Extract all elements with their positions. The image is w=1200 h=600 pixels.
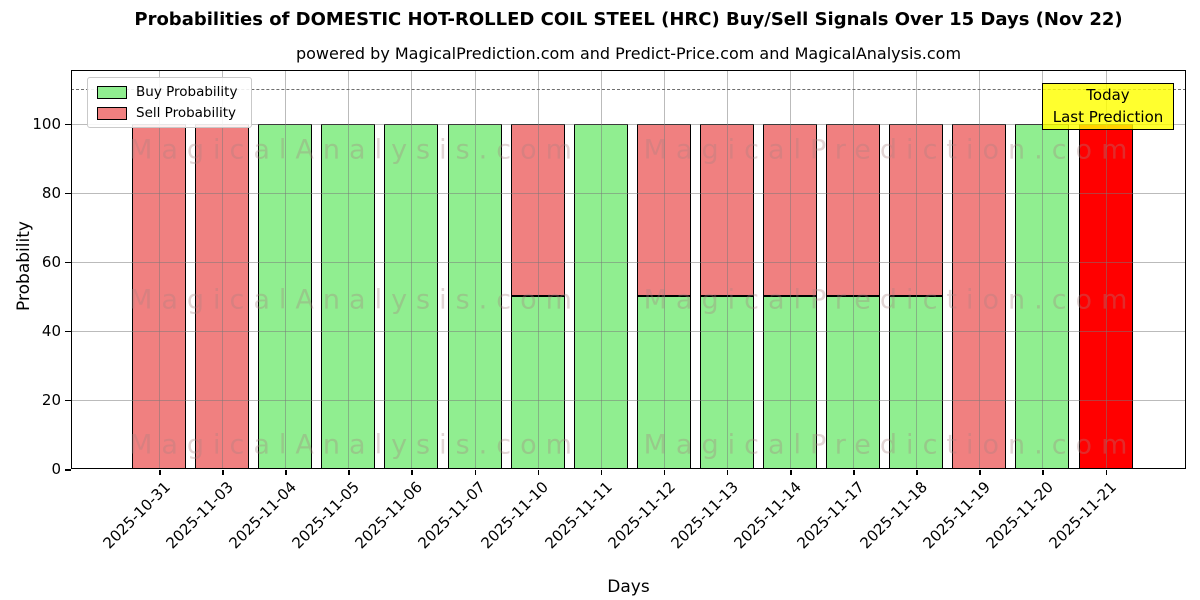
- horizontal-gridline: [71, 123, 1186, 125]
- x-tick-label: 2025-11-04: [225, 478, 300, 553]
- legend-item: Buy Probability: [97, 84, 237, 100]
- x-tick-mark: [600, 470, 603, 475]
- y-axis-label: Probability: [14, 221, 34, 311]
- today-annotation-line2: Last Prediction: [1052, 107, 1164, 126]
- x-tick-label: 2025-11-07: [414, 478, 490, 553]
- x-tick-mark: [979, 470, 981, 475]
- y-tick-mark: [65, 399, 71, 402]
- x-tick-label: 2025-11-06: [351, 478, 427, 553]
- watermark-text: MagicalAnalysis.com: [129, 284, 581, 316]
- vertical-gridline: [285, 70, 287, 469]
- y-tick-mark: [65, 261, 71, 264]
- x-tick-mark: [663, 470, 666, 475]
- y-tick-label: 20: [41, 390, 61, 409]
- plot-area: MagicalAnalysis.com MagicalPrediction.com…: [71, 70, 1186, 469]
- y-tick-label: 0: [51, 460, 61, 478]
- vertical-gridline: [979, 70, 981, 469]
- chart-subtitle: powered by MagicalPrediction.com and Pre…: [295, 44, 962, 63]
- watermark-text: MagicalPrediction.com: [643, 134, 1137, 166]
- x-tick-mark: [222, 470, 224, 475]
- x-tick-mark: [853, 470, 855, 475]
- y-tick-mark: [65, 330, 71, 333]
- watermark-text: MagicalAnalysis.com: [129, 429, 581, 461]
- x-tick-label: 2025-11-10: [477, 478, 553, 553]
- y-tick-mark: [65, 123, 71, 126]
- watermark-text: MagicalPrediction.com: [643, 429, 1137, 461]
- grid-layer: [71, 70, 1186, 469]
- x-tick-mark: [790, 470, 792, 475]
- x-tick-mark: [411, 470, 413, 475]
- vertical-gridline: [853, 70, 855, 469]
- x-tick-mark: [159, 470, 161, 475]
- x-tick-label: 2025-11-18: [856, 478, 931, 553]
- horizontal-gridline: [71, 261, 1186, 263]
- x-tick-mark: [537, 470, 540, 475]
- x-tick-label: 2025-11-03: [162, 478, 237, 553]
- vertical-gridline: [916, 70, 918, 469]
- legend-label: Buy Probability: [136, 84, 238, 100]
- legend-swatch: [97, 85, 127, 99]
- vertical-gridline: [348, 70, 350, 469]
- horizontal-gridline: [71, 399, 1186, 401]
- y-tick-label: 60: [41, 252, 61, 271]
- legend-item: Sell Probability: [97, 105, 237, 121]
- vertical-gridline: [790, 70, 791, 469]
- legend-label: Sell Probability: [136, 105, 237, 121]
- watermark-layer: MagicalAnalysis.com MagicalPrediction.com…: [71, 70, 1186, 469]
- vertical-gridline: [663, 70, 665, 469]
- watermark-text: MagicalPrediction.com: [643, 284, 1137, 316]
- legend: Buy Probability Sell Probability: [87, 77, 253, 128]
- vertical-gridline: [1042, 70, 1044, 469]
- x-tick-mark: [916, 470, 918, 475]
- x-axis-label: Days: [607, 577, 650, 597]
- vertical-gridline: [537, 70, 539, 469]
- x-tick-label: 2025-11-14: [730, 478, 805, 553]
- vertical-gridline: [600, 70, 602, 469]
- x-tick-label: 2025-11-21: [1045, 478, 1121, 553]
- horizontal-gridline: [71, 330, 1186, 332]
- today-annotation-box: Today Last Prediction: [1042, 83, 1174, 130]
- y-tick-label: 100: [32, 114, 61, 133]
- vertical-gridline: [411, 70, 413, 469]
- vertical-gridline: [222, 70, 224, 469]
- x-tick-label: 2025-11-20: [982, 478, 1058, 553]
- y-tick-mark: [65, 192, 71, 195]
- x-tick-label: 2025-11-19: [919, 478, 995, 553]
- x-tick-label: 2025-11-13: [667, 478, 742, 553]
- x-tick-mark: [1105, 470, 1107, 475]
- y-tick-label: 40: [41, 321, 61, 340]
- x-tick-mark: [474, 470, 476, 475]
- x-tick-label: 2025-11-05: [288, 478, 364, 553]
- threshold-dashed-line: [71, 89, 1186, 90]
- today-annotation-line1: Today: [1086, 86, 1130, 105]
- horizontal-gridline: [71, 192, 1186, 194]
- x-tick-label: 2025-11-11: [541, 478, 616, 553]
- y-tick-label: 80: [41, 183, 61, 202]
- x-tick-mark: [285, 470, 287, 475]
- vertical-gridline: [1105, 70, 1107, 469]
- x-tick-mark: [1042, 470, 1044, 475]
- legend-swatch: [97, 106, 127, 120]
- vertical-gridline: [726, 70, 728, 469]
- x-tick-mark: [348, 470, 350, 475]
- vertical-gridline: [474, 70, 476, 469]
- y-tick-mark: [65, 469, 71, 471]
- x-tick-label: 2025-11-17: [793, 478, 868, 553]
- x-tick-label: 2025-10-31: [99, 478, 174, 553]
- chart-title: Probabilities of DOMESTIC HOT-ROLLED COI…: [134, 9, 1123, 30]
- x-tick-mark: [726, 470, 729, 475]
- watermark-text: MagicalAnalysis.com: [129, 134, 581, 166]
- vertical-gridline: [159, 70, 160, 469]
